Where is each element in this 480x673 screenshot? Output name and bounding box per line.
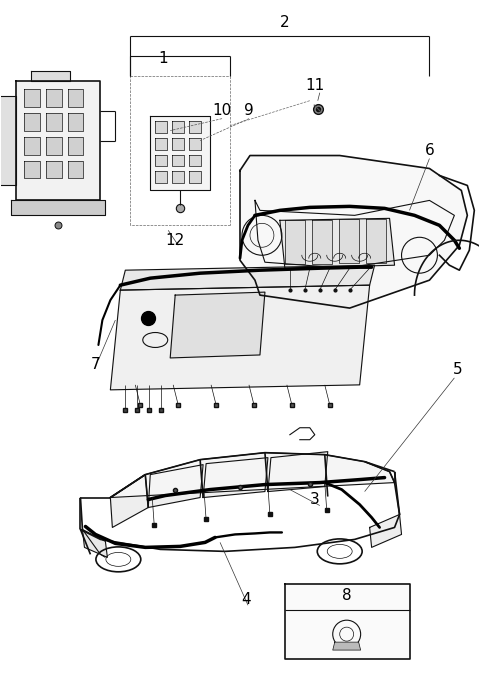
Text: 6: 6	[425, 143, 434, 158]
Polygon shape	[68, 89, 84, 106]
Polygon shape	[366, 219, 385, 262]
Polygon shape	[155, 137, 167, 149]
Text: 1: 1	[158, 51, 168, 67]
Text: 10: 10	[213, 103, 232, 118]
Polygon shape	[46, 89, 61, 106]
Polygon shape	[16, 81, 100, 201]
Polygon shape	[24, 112, 39, 131]
Polygon shape	[172, 172, 184, 184]
Polygon shape	[46, 161, 61, 178]
Polygon shape	[24, 161, 39, 178]
Text: 8: 8	[342, 588, 351, 603]
Polygon shape	[148, 464, 203, 507]
Text: 9: 9	[244, 103, 254, 118]
Polygon shape	[83, 530, 108, 557]
Polygon shape	[110, 285, 370, 390]
Polygon shape	[68, 137, 84, 155]
Text: 2: 2	[280, 15, 290, 30]
Polygon shape	[31, 71, 71, 81]
Polygon shape	[46, 112, 61, 131]
Polygon shape	[312, 220, 332, 264]
Text: 7: 7	[91, 357, 100, 372]
Polygon shape	[285, 220, 305, 264]
Text: 3: 3	[310, 492, 320, 507]
Polygon shape	[280, 218, 395, 269]
Polygon shape	[333, 642, 360, 650]
Polygon shape	[172, 155, 184, 166]
Polygon shape	[240, 155, 468, 308]
Polygon shape	[68, 161, 84, 178]
Polygon shape	[172, 120, 184, 133]
Polygon shape	[46, 137, 61, 155]
Polygon shape	[68, 112, 84, 131]
Polygon shape	[189, 137, 201, 149]
Polygon shape	[0, 96, 16, 186]
Polygon shape	[189, 155, 201, 166]
Polygon shape	[155, 172, 167, 184]
Polygon shape	[189, 172, 201, 184]
Polygon shape	[370, 514, 402, 547]
Polygon shape	[268, 452, 328, 491]
Polygon shape	[203, 458, 268, 497]
Polygon shape	[172, 137, 184, 149]
Polygon shape	[285, 584, 409, 659]
Polygon shape	[110, 453, 395, 497]
Polygon shape	[155, 155, 167, 166]
Polygon shape	[150, 116, 210, 190]
Polygon shape	[110, 474, 148, 528]
Polygon shape	[339, 219, 359, 263]
Text: 5: 5	[453, 362, 462, 378]
Text: 11: 11	[305, 78, 324, 94]
Polygon shape	[24, 89, 39, 106]
Polygon shape	[24, 137, 39, 155]
Polygon shape	[170, 292, 265, 358]
Polygon shape	[155, 120, 167, 133]
Polygon shape	[11, 201, 106, 215]
Polygon shape	[120, 265, 374, 290]
Text: 12: 12	[166, 233, 185, 248]
Text: 4: 4	[241, 592, 251, 607]
Polygon shape	[189, 120, 201, 133]
